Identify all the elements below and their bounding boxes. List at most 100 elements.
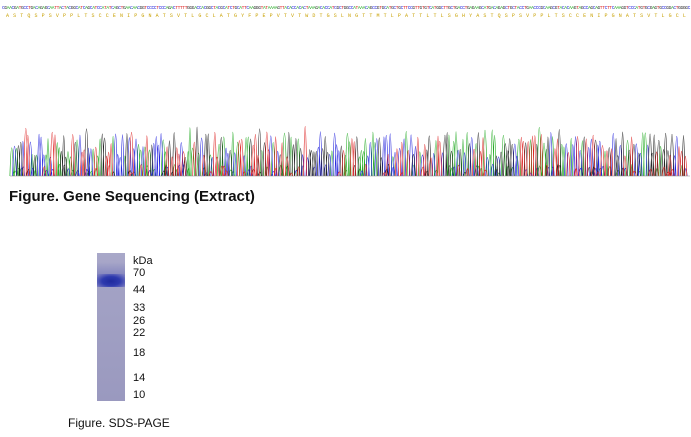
base-call: C <box>197 5 200 11</box>
base-call: A <box>170 5 173 11</box>
base-call: C <box>348 5 351 11</box>
base-call: C <box>237 5 240 11</box>
base-call: A <box>7 5 10 11</box>
base-call: C <box>211 5 214 11</box>
base-call: T <box>121 5 124 11</box>
residue-letter: G <box>141 13 144 19</box>
residue-letter: G <box>198 13 201 19</box>
base-call: A <box>313 5 316 11</box>
base-call: G <box>344 5 347 11</box>
residue-letter: T <box>491 13 494 19</box>
base-call: T <box>638 5 641 11</box>
base-call: T <box>417 5 420 11</box>
base-call: A <box>458 5 461 11</box>
base-call: A <box>329 5 332 11</box>
base-call: T <box>379 5 382 11</box>
base-call: T <box>244 5 247 11</box>
residue-letter: C <box>106 13 109 19</box>
residue-letter: S <box>562 13 565 19</box>
base-call: C <box>460 5 463 11</box>
residue-letter: G <box>455 13 458 19</box>
base-call: C <box>628 5 631 11</box>
base-call: A <box>251 5 254 11</box>
marker-14: 14 <box>133 372 146 384</box>
base-call: C <box>612 5 615 11</box>
base-call: C <box>320 5 323 11</box>
residue-letter: A <box>626 13 629 19</box>
base-call: A <box>496 5 499 11</box>
base-call: A <box>569 5 572 11</box>
base-call: T <box>341 5 344 11</box>
residue-letter: G <box>327 13 330 19</box>
base-call: T <box>443 5 446 11</box>
base-call: T <box>213 5 216 11</box>
base-call: T <box>95 5 98 11</box>
base-call: T <box>657 5 660 11</box>
residue-letter: C <box>569 13 572 19</box>
base-call: T <box>676 5 679 11</box>
base-call: T <box>227 5 230 11</box>
base-call: G <box>4 5 7 11</box>
base-call: T <box>396 5 399 11</box>
base-call: C <box>152 5 155 11</box>
base-call: A <box>635 5 638 11</box>
residue-letter: G <box>669 13 672 19</box>
base-call: G <box>640 5 643 11</box>
base-call: C <box>365 5 368 11</box>
residue-letter: N <box>619 13 622 19</box>
base-call: A <box>652 5 655 11</box>
base-call: A <box>595 5 598 11</box>
residue-letter: S <box>35 13 38 19</box>
base-call: T <box>356 5 359 11</box>
base-call: C <box>294 5 297 11</box>
base-call: T <box>453 5 456 11</box>
base-call: C <box>543 5 546 11</box>
residue-letter: L <box>191 13 194 19</box>
base-call: T <box>557 5 560 11</box>
base-call: C <box>481 5 484 11</box>
base-call: T <box>427 5 430 11</box>
residue-letter: P <box>398 13 401 19</box>
base-call: G <box>681 5 684 11</box>
base-call: T <box>602 5 605 11</box>
base-call: G <box>168 5 171 11</box>
base-call: C <box>429 5 432 11</box>
protein-band <box>97 274 125 287</box>
residue-letter: N <box>348 13 351 19</box>
base-call: A <box>114 5 117 11</box>
base-call: G <box>503 5 506 11</box>
residue-letter: E <box>263 13 266 19</box>
base-call: T <box>446 5 449 11</box>
base-call: T <box>422 5 425 11</box>
residue-letter: P <box>70 13 73 19</box>
base-call: C <box>137 5 140 11</box>
base-call: T <box>626 5 629 11</box>
base-call: C <box>562 5 565 11</box>
base-call: A <box>353 5 356 11</box>
base-call: A <box>92 5 95 11</box>
residue-letter: I <box>597 13 600 19</box>
base-call: C <box>505 5 508 11</box>
base-call: T <box>80 5 83 11</box>
sds-page-caption: Figure. SDS-PAGE <box>68 416 170 430</box>
base-call: G <box>448 5 451 11</box>
residue-letter: I <box>127 13 130 19</box>
residue-letter: V <box>177 13 180 19</box>
base-call: G <box>666 5 669 11</box>
base-call: G <box>315 5 318 11</box>
base-call: G <box>187 5 190 11</box>
residue-letter: P <box>540 13 543 19</box>
residue-letter: G <box>234 13 237 19</box>
base-call: C <box>161 5 164 11</box>
residue-letter: T <box>298 13 301 19</box>
base-call: A <box>125 5 128 11</box>
residue-letter: L <box>426 13 429 19</box>
residue-letter: S <box>640 13 643 19</box>
base-call: T <box>576 5 579 11</box>
base-call: G <box>498 5 501 11</box>
residue-letter: T <box>412 13 415 19</box>
base-call: C <box>173 5 176 11</box>
residue-letter: T <box>654 13 657 19</box>
base-call: G <box>472 5 475 11</box>
base-call: C <box>408 5 411 11</box>
